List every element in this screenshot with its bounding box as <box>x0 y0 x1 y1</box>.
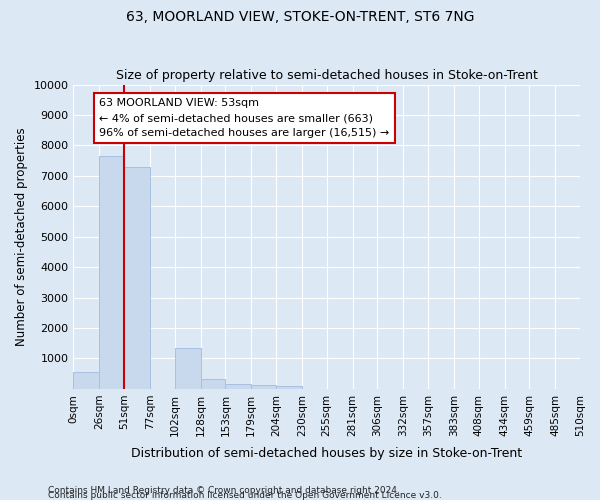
X-axis label: Distribution of semi-detached houses by size in Stoke-on-Trent: Distribution of semi-detached houses by … <box>131 447 522 460</box>
Bar <box>99 156 124 389</box>
Text: 63 MOORLAND VIEW: 53sqm
← 4% of semi-detached houses are smaller (663)
96% of se: 63 MOORLAND VIEW: 53sqm ← 4% of semi-det… <box>99 98 389 138</box>
Bar <box>175 348 200 389</box>
Text: Contains HM Land Registry data © Crown copyright and database right 2024.: Contains HM Land Registry data © Crown c… <box>48 486 400 495</box>
Bar <box>226 384 251 389</box>
Bar <box>73 372 99 389</box>
Title: Size of property relative to semi-detached houses in Stoke-on-Trent: Size of property relative to semi-detach… <box>116 69 538 82</box>
Y-axis label: Number of semi-detached properties: Number of semi-detached properties <box>15 128 28 346</box>
Bar <box>276 386 302 389</box>
Text: Contains public sector information licensed under the Open Government Licence v3: Contains public sector information licen… <box>48 491 442 500</box>
Bar <box>200 379 226 389</box>
Bar <box>251 386 276 389</box>
Bar <box>124 168 150 389</box>
Text: 63, MOORLAND VIEW, STOKE-ON-TRENT, ST6 7NG: 63, MOORLAND VIEW, STOKE-ON-TRENT, ST6 7… <box>126 10 474 24</box>
